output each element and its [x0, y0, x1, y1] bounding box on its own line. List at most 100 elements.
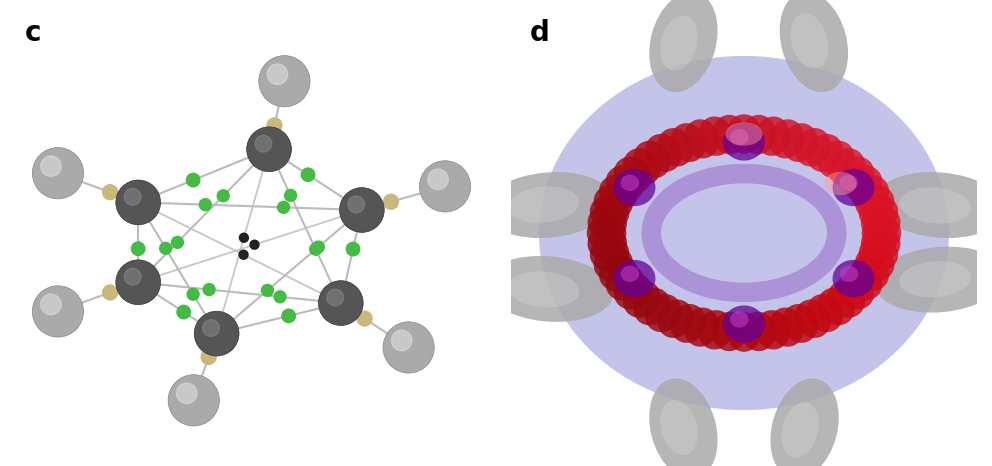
- Circle shape: [102, 285, 118, 300]
- Ellipse shape: [483, 172, 613, 238]
- Circle shape: [202, 320, 219, 336]
- Ellipse shape: [844, 264, 882, 301]
- Ellipse shape: [587, 226, 627, 261]
- Ellipse shape: [614, 157, 652, 193]
- Circle shape: [428, 169, 448, 190]
- Circle shape: [124, 188, 141, 205]
- Ellipse shape: [806, 134, 843, 172]
- Circle shape: [262, 284, 274, 296]
- Ellipse shape: [671, 123, 706, 162]
- Ellipse shape: [771, 378, 839, 466]
- Circle shape: [199, 199, 211, 211]
- Circle shape: [41, 294, 62, 315]
- Circle shape: [285, 190, 297, 201]
- Ellipse shape: [769, 308, 805, 347]
- Circle shape: [339, 188, 384, 233]
- Ellipse shape: [791, 13, 828, 69]
- Ellipse shape: [723, 123, 765, 161]
- Circle shape: [384, 194, 399, 209]
- Ellipse shape: [712, 312, 747, 351]
- Ellipse shape: [782, 304, 817, 343]
- Ellipse shape: [839, 175, 858, 191]
- Circle shape: [177, 305, 190, 319]
- Circle shape: [172, 236, 184, 248]
- Text: c: c: [25, 19, 41, 47]
- Ellipse shape: [697, 116, 733, 156]
- Ellipse shape: [623, 148, 661, 185]
- Circle shape: [124, 268, 141, 285]
- Ellipse shape: [836, 273, 874, 309]
- Ellipse shape: [649, 378, 717, 466]
- Ellipse shape: [859, 195, 898, 230]
- Ellipse shape: [606, 165, 644, 202]
- Circle shape: [247, 127, 292, 171]
- Ellipse shape: [782, 123, 817, 162]
- Circle shape: [41, 156, 62, 177]
- Circle shape: [302, 168, 314, 181]
- Ellipse shape: [657, 300, 693, 338]
- Ellipse shape: [613, 169, 656, 206]
- Circle shape: [186, 173, 199, 187]
- Ellipse shape: [859, 236, 898, 271]
- Circle shape: [168, 375, 219, 426]
- Circle shape: [326, 289, 343, 306]
- Ellipse shape: [755, 310, 791, 350]
- Circle shape: [116, 260, 161, 305]
- Ellipse shape: [614, 273, 652, 309]
- Ellipse shape: [725, 123, 763, 146]
- Ellipse shape: [836, 157, 874, 193]
- Ellipse shape: [850, 175, 889, 211]
- Ellipse shape: [712, 115, 747, 154]
- Ellipse shape: [806, 294, 843, 332]
- Ellipse shape: [660, 15, 697, 71]
- Circle shape: [267, 118, 282, 133]
- Ellipse shape: [613, 260, 656, 297]
- Circle shape: [239, 250, 248, 259]
- Ellipse shape: [599, 255, 638, 291]
- Ellipse shape: [782, 402, 818, 458]
- Ellipse shape: [832, 260, 875, 297]
- Circle shape: [203, 284, 215, 295]
- Circle shape: [259, 55, 310, 107]
- Ellipse shape: [508, 271, 579, 308]
- Ellipse shape: [817, 141, 854, 178]
- Circle shape: [383, 322, 434, 373]
- Ellipse shape: [587, 205, 627, 240]
- Ellipse shape: [620, 266, 639, 282]
- Circle shape: [282, 309, 296, 322]
- Circle shape: [250, 240, 259, 249]
- Ellipse shape: [539, 56, 949, 410]
- Ellipse shape: [875, 172, 992, 238]
- Circle shape: [318, 281, 363, 325]
- Circle shape: [33, 148, 83, 199]
- Ellipse shape: [593, 185, 633, 220]
- Ellipse shape: [795, 300, 831, 338]
- Ellipse shape: [683, 308, 719, 347]
- Ellipse shape: [824, 172, 856, 195]
- Circle shape: [132, 242, 145, 255]
- Circle shape: [177, 383, 197, 404]
- Ellipse shape: [755, 116, 791, 156]
- Ellipse shape: [741, 312, 776, 351]
- Ellipse shape: [634, 288, 671, 325]
- Ellipse shape: [660, 400, 697, 455]
- Ellipse shape: [862, 215, 902, 251]
- Ellipse shape: [645, 134, 682, 172]
- Ellipse shape: [844, 165, 882, 202]
- Ellipse shape: [726, 114, 762, 154]
- Ellipse shape: [590, 195, 629, 230]
- Ellipse shape: [827, 281, 865, 318]
- Circle shape: [194, 311, 239, 356]
- Ellipse shape: [861, 226, 901, 261]
- Circle shape: [357, 311, 372, 326]
- Ellipse shape: [683, 119, 719, 158]
- Ellipse shape: [697, 310, 733, 350]
- Ellipse shape: [741, 115, 776, 154]
- Ellipse shape: [861, 205, 901, 240]
- Ellipse shape: [599, 175, 638, 211]
- Ellipse shape: [769, 119, 805, 158]
- Circle shape: [255, 135, 272, 152]
- Circle shape: [267, 64, 288, 84]
- Ellipse shape: [623, 281, 661, 318]
- Ellipse shape: [508, 186, 579, 223]
